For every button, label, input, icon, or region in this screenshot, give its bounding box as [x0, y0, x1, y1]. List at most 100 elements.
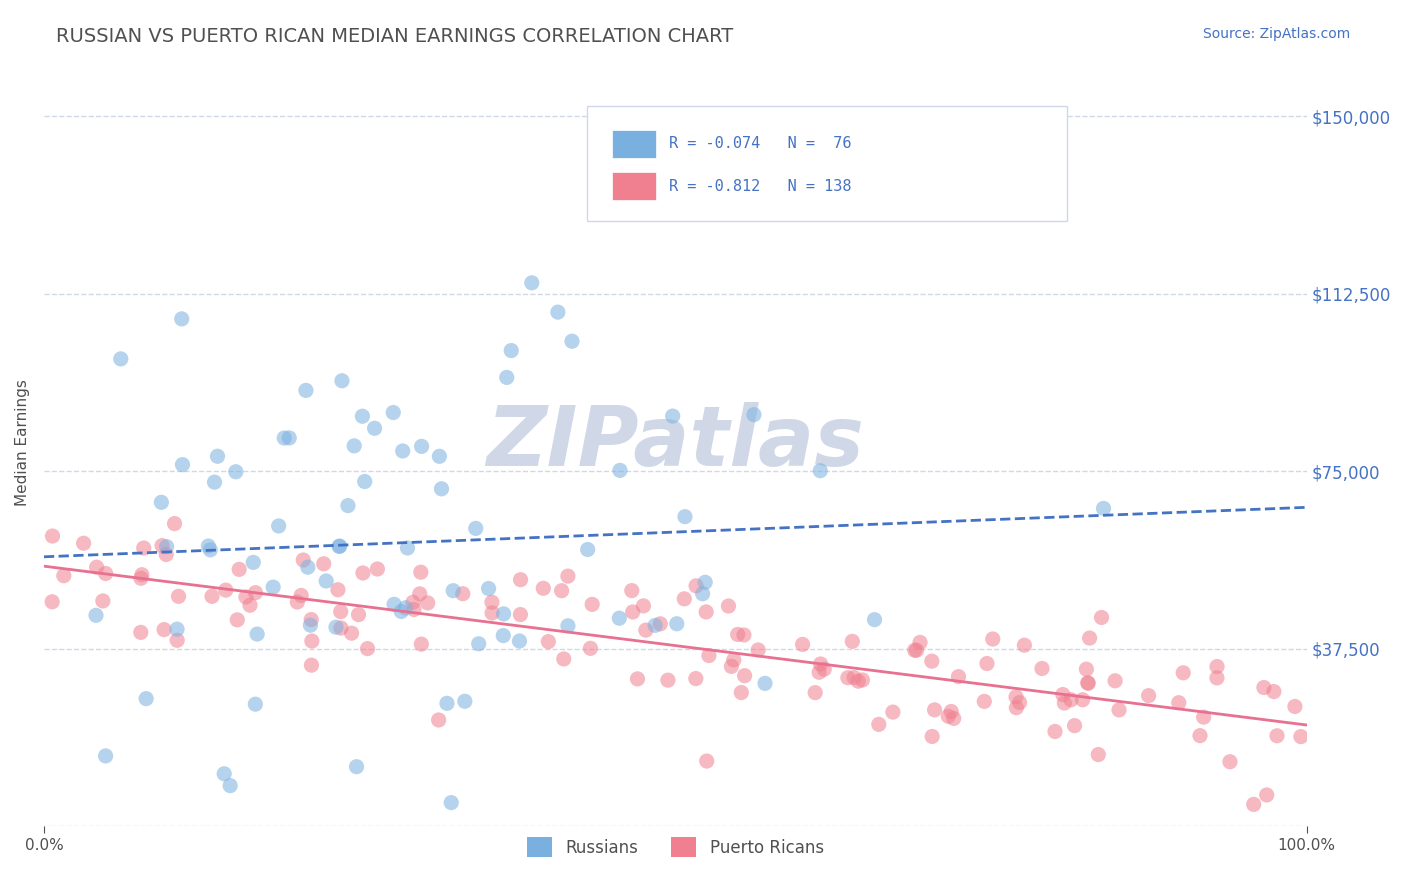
Point	[91, 594, 114, 608]
Point	[166, 633, 188, 648]
Point	[72, 536, 94, 550]
Point	[153, 623, 176, 637]
Point	[299, 613, 322, 627]
Point	[936, 709, 959, 723]
Point	[531, 582, 554, 596]
Point	[1031, 661, 1053, 675]
Bar	[612, 130, 657, 158]
Point	[841, 634, 863, 648]
Point	[810, 657, 832, 671]
Point	[868, 717, 890, 731]
Point	[553, 652, 575, 666]
Point	[312, 557, 335, 571]
Point	[561, 334, 583, 349]
Point	[301, 658, 323, 673]
Point	[792, 637, 814, 651]
Point	[94, 566, 117, 581]
Point	[976, 657, 998, 671]
Point	[1060, 692, 1083, 706]
Point	[1053, 696, 1076, 710]
Point	[557, 569, 579, 583]
Point	[166, 622, 188, 636]
Point	[620, 583, 643, 598]
Point	[239, 598, 262, 612]
Point	[650, 616, 672, 631]
Point	[733, 628, 755, 642]
Point	[1063, 718, 1085, 732]
Point	[226, 613, 249, 627]
Point	[1090, 610, 1112, 624]
Point	[1188, 729, 1211, 743]
Point	[315, 574, 337, 588]
Point	[129, 571, 152, 585]
Point	[110, 351, 132, 366]
Point	[1076, 662, 1098, 676]
Point	[382, 597, 405, 611]
Point	[330, 374, 353, 388]
Point	[150, 495, 173, 509]
Point	[416, 596, 439, 610]
Point	[352, 409, 374, 424]
Point	[436, 696, 458, 710]
Point	[973, 694, 995, 708]
Point	[132, 541, 155, 555]
Point	[343, 439, 366, 453]
Point	[633, 599, 655, 613]
Point	[353, 475, 375, 489]
Point	[262, 580, 284, 594]
Point	[981, 632, 1004, 646]
Point	[131, 567, 153, 582]
Point	[924, 703, 946, 717]
Legend: Russians, Puerto Ricans: Russians, Puerto Ricans	[520, 830, 831, 864]
Point	[1008, 696, 1031, 710]
Point	[808, 464, 831, 478]
Point	[278, 431, 301, 445]
Point	[644, 618, 666, 632]
Point	[285, 595, 308, 609]
Point	[326, 582, 349, 597]
Point	[813, 662, 835, 676]
Point	[170, 312, 193, 326]
Point	[808, 665, 831, 680]
Point	[942, 711, 965, 725]
Point	[717, 599, 740, 613]
Point	[1289, 730, 1312, 744]
Point	[197, 539, 219, 553]
Point	[451, 587, 474, 601]
Point	[245, 585, 267, 599]
Point	[346, 760, 368, 774]
Point	[467, 637, 489, 651]
Point	[94, 748, 117, 763]
Point	[1206, 671, 1229, 685]
Point	[1014, 638, 1036, 652]
Point	[366, 562, 388, 576]
Point	[846, 674, 869, 689]
Point	[219, 779, 242, 793]
Point	[155, 548, 177, 562]
Point	[1173, 665, 1195, 680]
Point	[204, 475, 226, 490]
Point	[882, 705, 904, 719]
Point	[1104, 673, 1126, 688]
Point	[695, 605, 717, 619]
Point	[576, 542, 599, 557]
Point	[1108, 703, 1130, 717]
Point	[904, 643, 927, 657]
Point	[804, 685, 827, 699]
Point	[329, 539, 352, 553]
Point	[1243, 797, 1265, 812]
Point	[1077, 676, 1099, 690]
Y-axis label: Median Earnings: Median Earnings	[15, 379, 30, 507]
Point	[941, 705, 963, 719]
Point	[441, 583, 464, 598]
Point	[673, 509, 696, 524]
Point	[156, 540, 179, 554]
Point	[464, 521, 486, 535]
Point	[537, 634, 560, 648]
Point	[842, 671, 865, 685]
Point	[267, 519, 290, 533]
Point	[621, 605, 644, 619]
Point	[626, 672, 648, 686]
Point	[389, 605, 412, 619]
Point	[509, 573, 531, 587]
